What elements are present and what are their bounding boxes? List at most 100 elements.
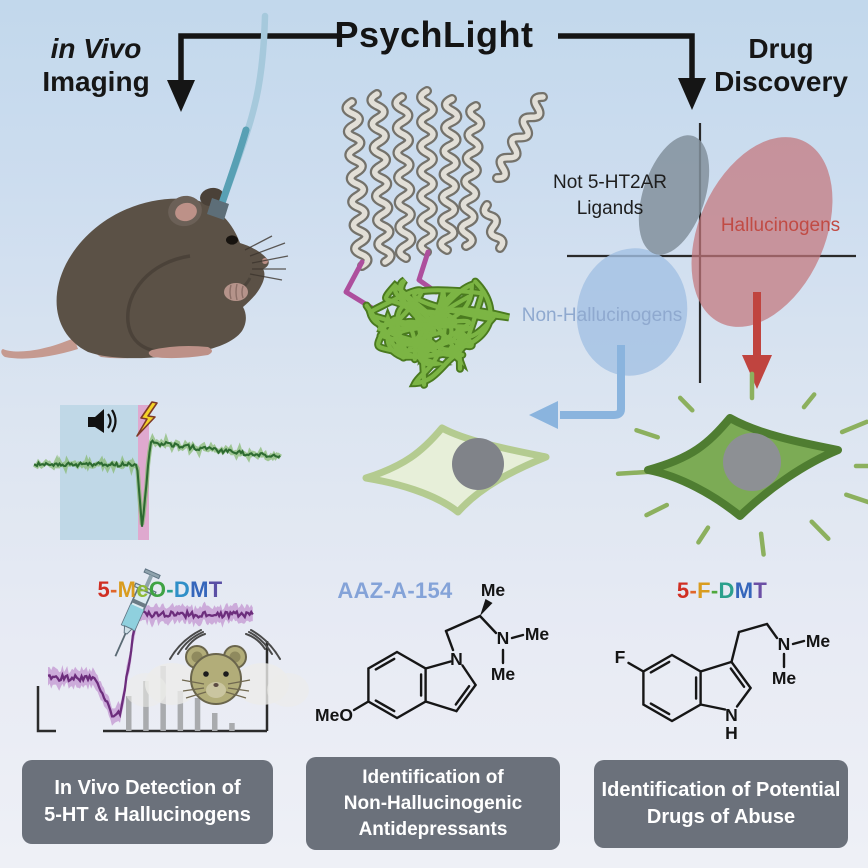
scale-bar <box>36 686 56 733</box>
syringe-icon <box>114 568 161 657</box>
light-cell-nucleus <box>452 438 504 490</box>
fdmt-h-label: H <box>725 723 738 743</box>
ellipse-non-hallucinogens <box>576 248 688 376</box>
aaz-me-right-label: Me <box>525 624 550 644</box>
fiber-cable-lower <box>215 126 250 216</box>
mouse-body <box>56 198 269 359</box>
outcome2-line3: Antidepressants <box>358 818 508 840</box>
compound-letter: 5 <box>97 577 111 602</box>
five-meo-dmt-panel <box>36 568 309 733</box>
not-ligands-line2: Ligands <box>576 198 644 219</box>
compound-letter: O <box>148 577 167 602</box>
fdmt-ring-n-label: N <box>725 705 738 725</box>
outcome-box-in-vivo-detection: In Vivo Detection of 5-HT & Hallucinogen… <box>22 760 273 844</box>
fdmt-me-right-label: Me <box>806 631 831 651</box>
mouse-whiskers <box>244 235 289 281</box>
shock-period-rect <box>138 405 149 540</box>
mouse-tail <box>1 338 78 359</box>
compound-letter: - <box>110 577 118 602</box>
compound-letter: M <box>734 578 754 603</box>
compound-letter: T <box>208 577 223 602</box>
fdmt-f-label: F <box>615 647 626 667</box>
dark-cell-nucleus <box>723 433 781 491</box>
outcome3-line1: Identification of Potential <box>601 779 841 801</box>
compound-letter: M <box>190 577 209 602</box>
not-ligands-line1: Not 5-HT2AR <box>552 172 668 193</box>
fdmt-amine-n-label: N <box>778 634 791 654</box>
receptor-helices <box>341 86 548 271</box>
in-vivo-label-line1: in Vivo <box>50 33 142 64</box>
outcome1-line2: 5-HT & Hallucinogens <box>44 804 251 826</box>
outcome2-line1: Identification of <box>362 766 504 788</box>
ellipse-hallucinogens <box>691 137 833 327</box>
mouse-illustration <box>1 12 289 359</box>
outcome-box-drugs-of-abuse: Identification of Potential Drugs of Abu… <box>594 760 848 848</box>
fdmt-structure: F N H N Me Me <box>615 622 831 743</box>
compound-letter: D <box>173 577 191 602</box>
compound-letter: - <box>689 578 698 603</box>
fiber-ferrule <box>207 198 229 220</box>
aaz-me-top-label: Me <box>481 580 506 600</box>
red-down-arrow <box>742 292 772 389</box>
aaz-ring-n-label: N <box>450 649 463 669</box>
speaker-icon <box>88 409 117 433</box>
tone-shock-trace-panel <box>33 401 282 540</box>
ellipse-not-ligands <box>638 135 710 255</box>
htr-mouse-cartoon <box>125 629 309 707</box>
aaz-meo-label: MeO <box>315 705 353 725</box>
shake-motion-arcs <box>169 629 281 660</box>
fdmt-me-bottom-label: Me <box>772 668 797 688</box>
aaz-amine-n-label: N <box>497 628 510 648</box>
not-5ht2ar-ligands-label: Not 5-HT2AR Ligands <box>518 170 702 222</box>
drug-discovery-line2: Discovery <box>714 66 848 97</box>
compound-letter: - <box>710 578 719 603</box>
page-title: PsychLight <box>334 14 534 55</box>
compound-5meo-dmt-label: 5-MeO-DMT <box>60 577 260 603</box>
gfp-domain <box>362 276 511 389</box>
compound-letter: T <box>753 578 768 603</box>
mouse-ear-inner <box>175 202 197 222</box>
drug-discovery-label: Drug Discovery <box>686 32 868 98</box>
mouse-front-foot <box>148 346 212 359</box>
mouse-haunch-crease <box>126 254 191 354</box>
aaz-structure: N MeO Me N Me Me <box>315 580 549 725</box>
blue-elbow-arrow <box>529 345 625 429</box>
mouse-eye <box>226 235 238 245</box>
fluorescence-rays <box>615 371 868 557</box>
htr-bar <box>177 691 184 731</box>
light-cell <box>362 424 550 516</box>
lightning-bolt-icon <box>136 401 158 437</box>
dark-cell <box>615 371 868 557</box>
compound-5f-dmt-label: 5-F-DMT <box>622 578 822 604</box>
drug-discovery-line1: Drug <box>748 33 814 64</box>
htr-bar <box>194 698 201 731</box>
htr-bar <box>212 713 218 731</box>
compound-letter: M <box>117 577 137 602</box>
compound-letter: F <box>697 578 711 603</box>
non-hallucinogens-label: Non-Hallucinogens <box>521 305 683 326</box>
quadrant-chart <box>529 123 856 429</box>
htr-bar <box>229 723 235 731</box>
aaz-me-bottom-label: Me <box>491 664 516 684</box>
in-vivo-label-line2: Imaging <box>42 66 150 97</box>
htr-bar <box>126 696 132 731</box>
psychlight-protein-structure <box>341 86 548 389</box>
outcome1-line1: In Vivo Detection of <box>54 777 241 799</box>
compound-letter: 5 <box>676 578 690 603</box>
hallucinogens-label: Hallucinogens <box>720 215 841 236</box>
compound-aaz-label: AAZ-A-154 <box>337 578 453 603</box>
outcome2-line2: Non-Hallucinogenic <box>343 792 523 814</box>
outcome-box-antidepressants: Identification of Non-Hallucinogenic Ant… <box>306 757 560 850</box>
compound-letter: e <box>136 577 149 602</box>
mouse-paw-digits <box>229 283 244 301</box>
compound-letter: D <box>718 578 735 603</box>
outcome3-line2: Drugs of Abuse <box>646 806 796 828</box>
compound-letter: - <box>166 577 174 602</box>
right-elbow-arrow <box>558 33 706 110</box>
purple-sensor-trace <box>47 601 254 726</box>
in-vivo-imaging-label: in Vivo Imaging <box>16 32 176 98</box>
left-elbow-arrow <box>167 33 340 112</box>
green-fluorescence-trace <box>33 432 282 527</box>
